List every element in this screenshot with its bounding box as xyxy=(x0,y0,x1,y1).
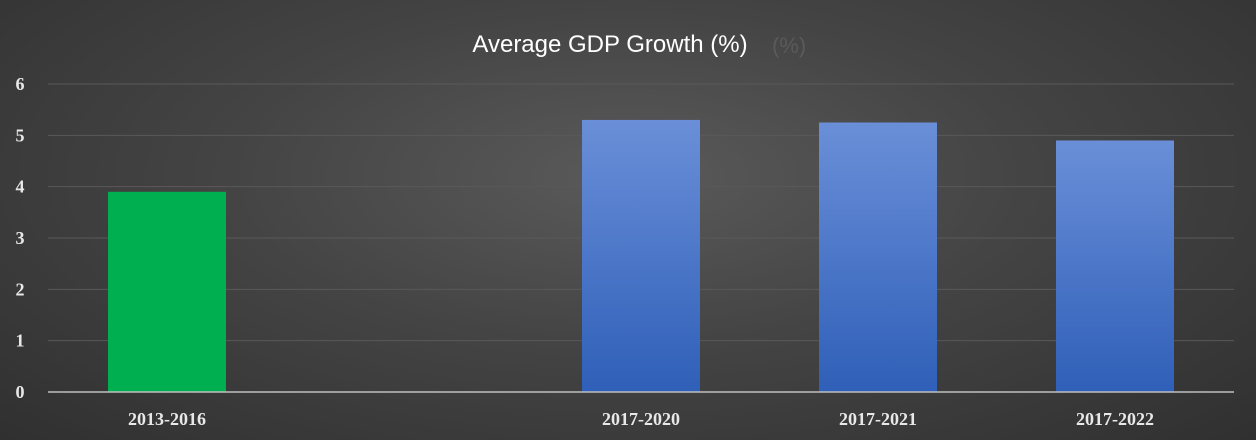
x-axis-tick-labels: 2013-2016 2017-2020 2017-2021 2017-2022 xyxy=(128,409,1154,429)
bar-2013-2016 xyxy=(108,191,226,392)
y-tick-label: 2 xyxy=(16,279,25,299)
x-tick-label: 2017-2022 xyxy=(1076,409,1154,429)
bar-2017-2021 xyxy=(819,122,937,392)
bar-2017-2022 xyxy=(1056,140,1174,392)
y-tick-label: 0 xyxy=(16,382,25,402)
y-tick-label: 1 xyxy=(16,331,25,351)
y-tick-label: 6 xyxy=(16,74,25,94)
bars xyxy=(108,119,1174,392)
bar-2017-2020 xyxy=(582,119,700,392)
y-tick-label: 5 xyxy=(16,125,25,145)
x-tick-label: 2017-2021 xyxy=(839,409,917,429)
x-tick-label: 2013-2016 xyxy=(128,409,206,429)
chart-title-shadow: (%) xyxy=(772,33,806,58)
x-tick-label: 2017-2020 xyxy=(602,409,680,429)
chart-title: Average GDP Growth (%) xyxy=(472,31,747,58)
y-axis-tick-labels: 0 1 2 3 4 5 6 xyxy=(16,74,25,402)
y-tick-label: 3 xyxy=(16,228,25,248)
y-tick-label: 4 xyxy=(16,177,25,197)
